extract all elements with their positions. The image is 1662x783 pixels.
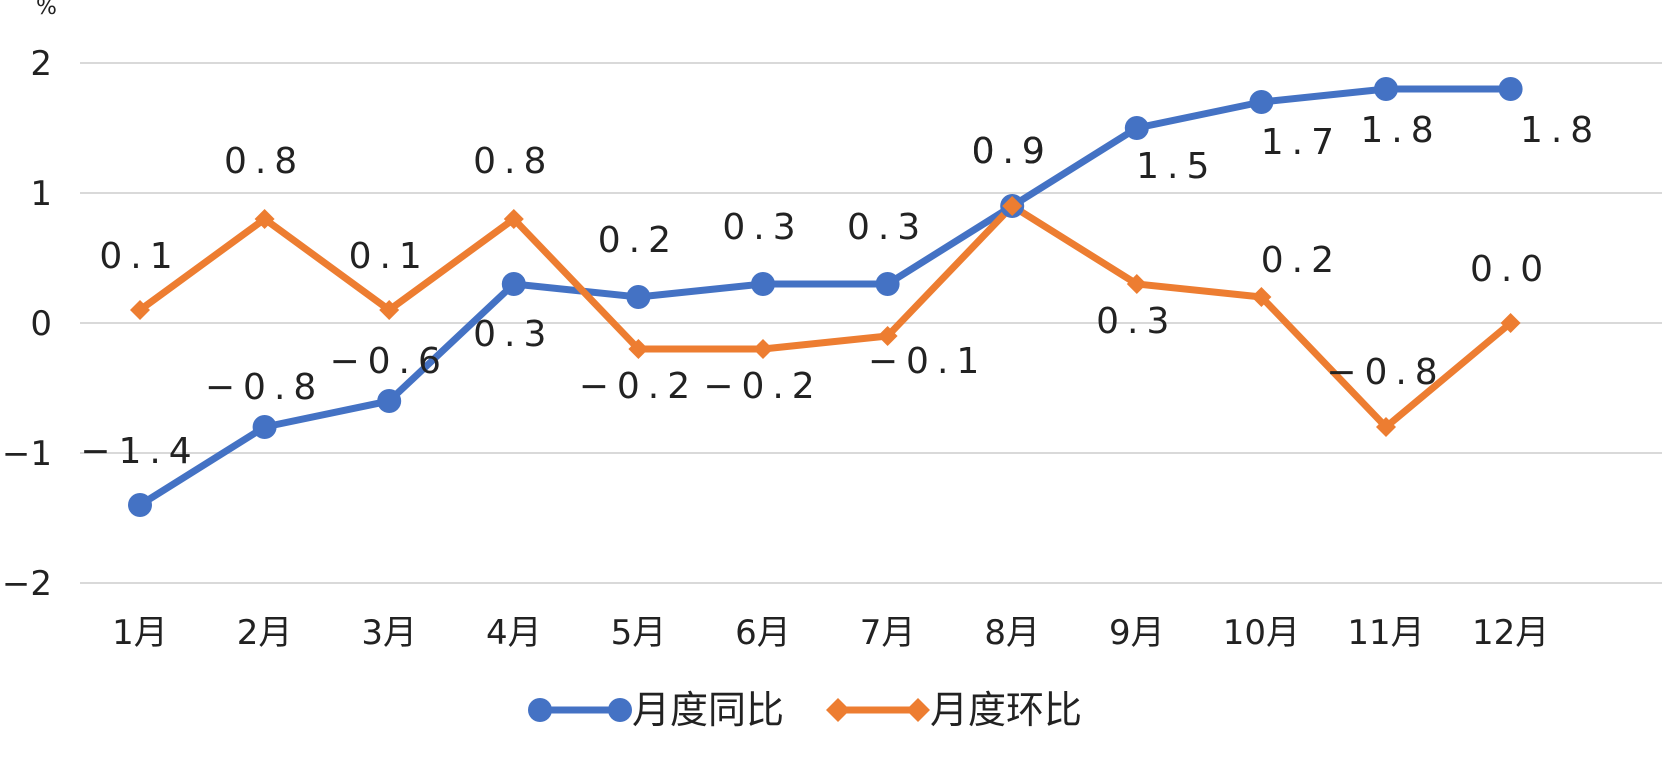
data-label: 0.9	[972, 131, 1053, 172]
data-point	[252, 415, 277, 439]
data-label: 1.7	[1261, 122, 1342, 163]
x-tick-label: 6月	[735, 613, 791, 653]
data-label: 1.8	[1360, 110, 1441, 151]
data-point	[628, 339, 649, 359]
data-point	[626, 285, 651, 309]
data-point	[875, 272, 900, 296]
x-tick-label: 2月	[237, 613, 293, 653]
data-label: −0.2	[579, 366, 698, 407]
data-label: −0.8	[1326, 352, 1445, 393]
x-axis-ticks: 1月 2月 3月 4月 5月 6月 7月 8月 9月 10月 11月 12月	[112, 613, 1549, 653]
legend-marker	[608, 698, 632, 722]
data-point	[130, 300, 150, 320]
legend-marker	[528, 698, 552, 722]
data-point	[1251, 287, 1272, 307]
x-tick-label: 4月	[486, 613, 542, 653]
data-point	[1249, 90, 1274, 114]
legend-label: 月度环比	[930, 688, 1082, 732]
data-label: 0.1	[349, 236, 430, 277]
series-line	[137, 202, 1513, 431]
data-point	[1126, 274, 1147, 294]
data-label: 0.3	[473, 314, 554, 355]
data-label: 1.8	[1520, 110, 1601, 151]
data-label: −0.2	[703, 366, 822, 407]
data-label: 1.5	[1136, 146, 1217, 187]
series-lines	[137, 85, 1513, 508]
y-tick-label: 1	[30, 174, 52, 214]
y-tick-label: −2	[2, 564, 52, 604]
data-point	[501, 272, 526, 296]
data-label: 0.2	[598, 220, 679, 261]
legend-marker	[906, 698, 930, 722]
data-point	[254, 209, 275, 229]
grid	[80, 62, 1662, 584]
data-label: −1.4	[80, 431, 199, 472]
data-label: 0.0	[1470, 249, 1551, 290]
legend-label: 月度同比	[632, 688, 784, 732]
data-label: 0.8	[473, 141, 554, 182]
data-point	[1374, 77, 1398, 101]
data-label: −0.8	[205, 367, 324, 408]
y-tick-label: 0	[30, 304, 52, 344]
data-point	[379, 300, 400, 320]
data-point	[877, 326, 898, 346]
x-tick-label: 8月	[984, 613, 1040, 653]
data-label: 0.3	[1096, 301, 1177, 342]
data-label: 0.3	[722, 207, 803, 248]
x-tick-label: 5月	[611, 613, 667, 653]
x-tick-label: 1月	[112, 613, 168, 653]
data-point	[377, 389, 402, 413]
data-point	[1002, 196, 1023, 216]
data-label: 0.9	[972, 131, 1053, 172]
data-point	[503, 209, 524, 229]
data-point	[1376, 417, 1396, 437]
series-line	[138, 85, 1511, 508]
y-tick-label: 2	[30, 44, 52, 84]
data-label: 0.8	[224, 141, 305, 182]
x-tick-label: 9月	[1109, 613, 1165, 653]
data-point	[751, 272, 775, 296]
x-tick-label: 10月	[1223, 613, 1300, 653]
data-label: −0.1	[868, 341, 987, 382]
data-label: 0.3	[847, 207, 928, 248]
data-label: 0.2	[1261, 240, 1342, 281]
data-label: 0.1	[99, 236, 180, 277]
x-tick-label: 11月	[1347, 613, 1424, 653]
series-markers	[128, 77, 1523, 517]
data-point	[753, 339, 773, 359]
y-tick-label: −1	[2, 434, 52, 474]
data-labels: −1.4−0.8−0.60.30.2 0.3 0.30.9 1.51.7 1.8 1.80…	[80, 110, 1601, 472]
x-tick-label: 3月	[361, 613, 417, 653]
x-tick-label: 12月	[1472, 613, 1549, 653]
x-tick-label: 7月	[860, 613, 916, 653]
legend-marker	[826, 698, 850, 722]
data-point	[1124, 116, 1149, 140]
data-point	[1500, 313, 1521, 333]
data-point	[128, 493, 152, 517]
y-axis-ticks: 2 1 0 −1 −2	[2, 44, 52, 604]
data-label: −0.6	[329, 341, 448, 382]
legend: 月度同比 月度环比	[528, 688, 1082, 732]
data-point	[1498, 77, 1523, 101]
y-unit-label: %	[36, 0, 57, 20]
